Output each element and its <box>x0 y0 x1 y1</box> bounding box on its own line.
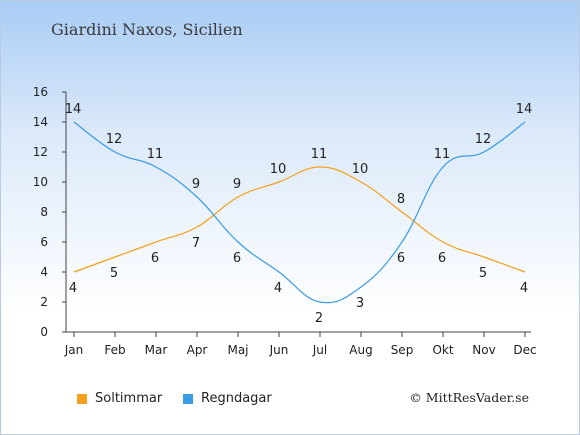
data-label-regndagar: 2 <box>315 311 323 326</box>
legend-item-soltimmar: Soltimmar <box>77 391 162 406</box>
data-label-soltimmar: 6 <box>151 251 159 266</box>
legend-label-soltimmar: Soltimmar <box>95 391 163 406</box>
x-tick-label: Jun <box>269 343 289 357</box>
x-tick-label: Jul <box>312 343 327 357</box>
data-label-soltimmar: 6 <box>438 251 446 266</box>
x-tick-label: Apr <box>187 343 208 357</box>
data-label-soltimmar: 5 <box>479 266 487 281</box>
data-label-soltimmar: 10 <box>270 162 287 177</box>
data-label-soltimmar: 9 <box>233 177 241 192</box>
data-label-regndagar: 3 <box>356 296 364 311</box>
series-line-soltimmar <box>73 166 526 273</box>
x-tick-label: Aug <box>349 343 372 357</box>
chart-title: Giardini Naxos, Sicilien <box>51 20 243 39</box>
y-tick-label: 2 <box>40 295 48 309</box>
data-label-soltimmar: 8 <box>397 192 405 207</box>
y-tick-label: 0 <box>40 325 48 339</box>
credit-text: © MittResVader.se <box>409 390 529 405</box>
y-tick-label: 12 <box>33 145 48 159</box>
y-tick-label: 10 <box>33 175 48 189</box>
data-label-soltimmar: 11 <box>311 147 328 162</box>
data-label-soltimmar: 7 <box>192 236 200 251</box>
x-tick-label: Sep <box>391 343 414 357</box>
legend-swatch-regndagar <box>183 393 193 404</box>
legend-swatch-soltimmar <box>77 393 87 404</box>
data-label-soltimmar: 10 <box>352 162 369 177</box>
legend-label-regndagar: Regndagar <box>201 391 272 406</box>
x-tick-label: Mar <box>145 343 168 357</box>
data-label-regndagar: 14 <box>516 102 533 117</box>
y-tick-label: 14 <box>33 115 48 129</box>
y-tick-label: 4 <box>40 265 48 279</box>
data-label-soltimmar: 5 <box>110 266 118 281</box>
data-label-regndagar: 4 <box>274 281 282 296</box>
data-label-regndagar: 6 <box>233 251 241 266</box>
data-label-regndagar: 12 <box>475 132 492 147</box>
data-label-regndagar: 9 <box>192 177 200 192</box>
x-tick-label: Maj <box>227 343 248 357</box>
x-tick-label: Okt <box>432 343 453 357</box>
y-tick-label: 8 <box>40 205 48 219</box>
x-tick-label: Nov <box>472 343 495 357</box>
data-label-regndagar: 11 <box>434 147 451 162</box>
x-tick-label: Jan <box>64 343 84 357</box>
data-label-soltimmar: 4 <box>69 281 77 296</box>
legend-item-regndagar: Regndagar <box>183 391 272 406</box>
y-tick-label: 6 <box>40 235 48 249</box>
x-tick-label: Dec <box>513 343 536 357</box>
data-label-regndagar: 14 <box>65 102 82 117</box>
x-tick-label: Feb <box>104 343 125 357</box>
data-label-regndagar: 12 <box>106 132 123 147</box>
data-label-regndagar: 11 <box>147 147 164 162</box>
data-label-regndagar: 6 <box>397 251 405 266</box>
data-label-soltimmar: 4 <box>520 281 528 296</box>
series-line-regndagar <box>73 121 526 304</box>
y-tick-label: 16 <box>33 85 48 99</box>
